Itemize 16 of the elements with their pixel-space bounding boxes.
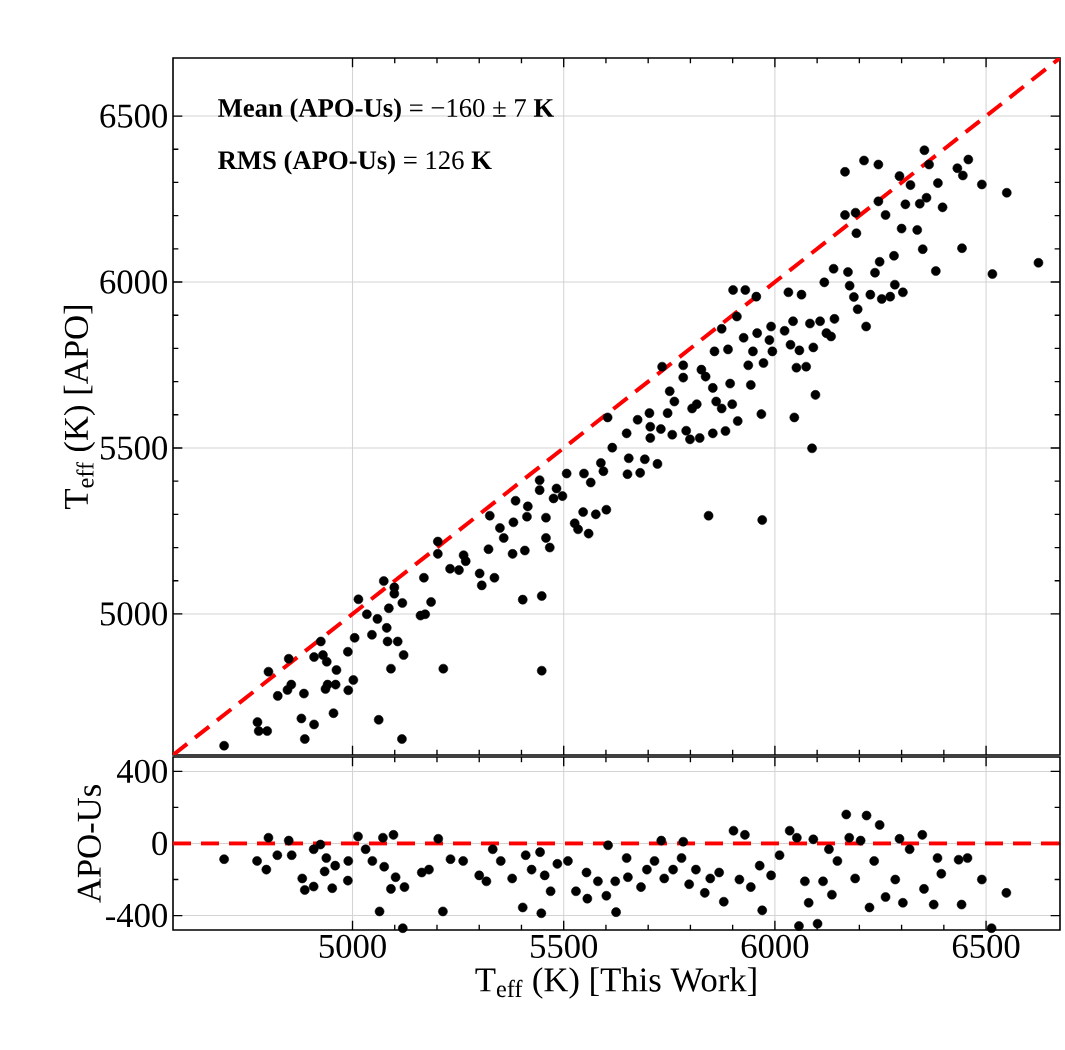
x-tick-label: 6000 — [741, 934, 809, 959]
x-axis-title: T$_{eff}$ (K) [This Work] — [475, 967, 756, 999]
y-tick-label: 400 — [116, 759, 167, 784]
x-tick-label: 5500 — [531, 934, 598, 959]
annotation: RMS (APO-Us) = 126 K — [218, 150, 492, 175]
annotation: Mean (APO-Us) = −160 ± 7 K — [218, 98, 554, 123]
x-tick-label: 6500 — [952, 934, 1020, 959]
y-axis-title: APO-Us — [77, 785, 101, 903]
x-tick-label: 5000 — [319, 934, 386, 959]
y-axis-title: T$_{eff}$ (K) [APO] — [63, 305, 96, 509]
y-tick-label: 5000 — [100, 602, 167, 626]
y-tick-label: 6500 — [100, 104, 167, 128]
y-tick-label: 5500 — [100, 436, 167, 460]
y-tick-label: 0 — [152, 831, 167, 856]
y-tick-label: -400 — [106, 903, 167, 928]
y-tick-label: 6000 — [100, 270, 167, 294]
